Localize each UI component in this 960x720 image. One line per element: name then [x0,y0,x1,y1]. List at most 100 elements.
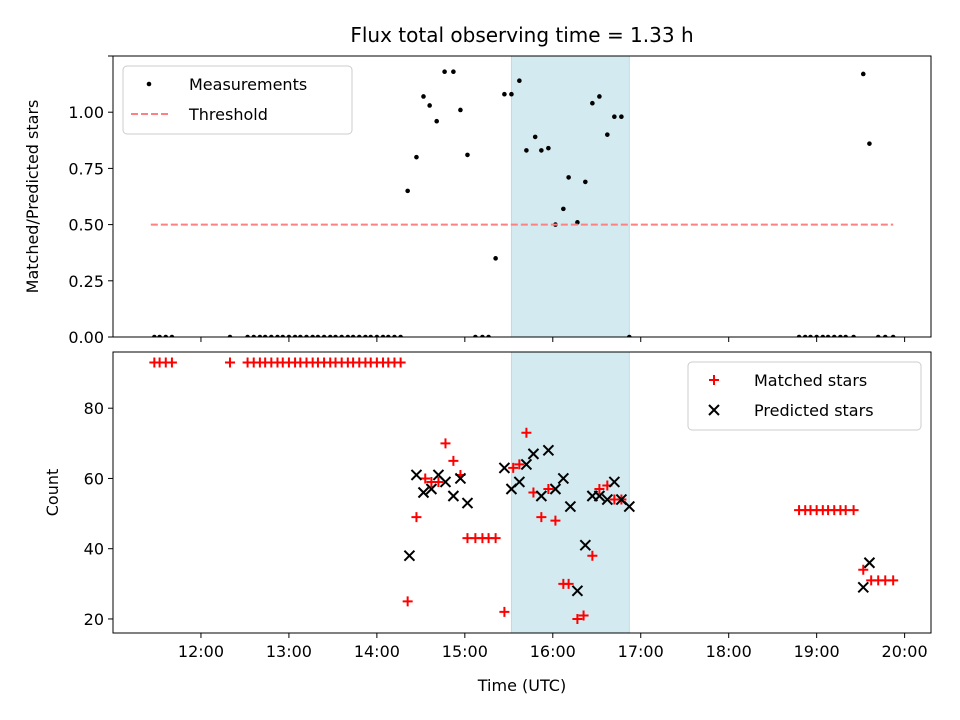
data-point [587,550,598,561]
data-point [593,490,606,502]
data-point [163,334,169,337]
data-point [521,427,532,438]
data-point [851,334,856,337]
y-tick-label: 20 [84,610,104,629]
data-point [433,476,444,487]
data-point [304,334,309,337]
data-point [536,512,547,523]
data-point [888,575,899,586]
legend-handle [708,404,720,416]
data-point [442,69,447,75]
data-point [499,606,510,617]
data-point [550,515,561,526]
data-point [890,334,896,337]
data-point [542,444,555,457]
data-point [473,334,478,337]
data-point [451,69,456,75]
y-tick-label: 40 [84,540,104,559]
x-tick-label: 19:00 [794,642,840,661]
data-point [601,493,614,506]
data-point [597,94,602,99]
data-point [327,334,333,337]
series-measurements [152,69,896,337]
data-point [333,334,338,337]
data-point [882,334,888,337]
ratio-panel: 0.00 0.25 0.50 0.75 1.00 Matched/Predicted st… [23,55,932,347]
data-point [292,334,298,337]
data-point [561,206,566,212]
x-tick-label: 18:00 [706,642,752,661]
data-point [520,458,533,471]
x-tick-label: 13:00 [266,642,312,661]
data-point [448,455,459,466]
series-predicted-stars [403,444,876,597]
data-point [403,550,416,562]
data-point [280,334,286,337]
data-point [152,334,157,337]
data-point [583,179,588,185]
data-point [321,334,327,337]
data-point [867,141,872,146]
data-point [831,334,837,337]
data-point [509,91,514,97]
data-point [575,220,580,225]
data-point [863,557,876,569]
data-point [594,483,605,494]
data-point [796,334,802,337]
data-point [857,581,869,594]
data-point [539,148,544,153]
data-point [590,100,595,106]
y-axis-label: Count [43,469,62,517]
data-point [875,334,881,337]
data-point [860,71,866,77]
data-point [315,334,321,337]
data-point [513,476,526,488]
data-point [623,500,636,513]
data-point [157,334,162,337]
x-tick-label: 20:00 [882,642,928,661]
x-tick-label: 14:00 [354,642,400,661]
data-point [421,94,426,99]
data-point [374,334,380,337]
data-point [275,334,280,337]
legend-label: Threshold [188,105,268,124]
y-tick-label: 0.50 [68,216,104,235]
x-tick-label: 16:00 [530,642,576,661]
data-point [169,334,175,337]
data-point [627,334,632,337]
y-tick-label: 1.00 [68,103,104,122]
data-point [420,473,431,484]
data-point [286,334,292,337]
x-axis-label: Time (UTC) [477,676,566,695]
data-point [608,476,621,488]
data-point [350,334,356,337]
count-panel: 20 40 60 80 12:00 13:00 14:00 15:00 16:00 17:00 18… [43,351,932,695]
shaded-span [510,55,630,338]
y-tick-label: 80 [84,399,104,418]
legend: Matched stars Predicted stars [687,361,922,431]
data-point [269,334,274,337]
data-point [368,334,374,337]
data-point [386,334,391,337]
data-point [363,334,368,337]
x-tick-label: 17:00 [618,642,664,661]
data-point [339,334,344,337]
data-point [808,334,813,337]
series-group [149,357,899,624]
data-point [298,334,303,337]
data-point [546,145,551,151]
data-point [508,462,519,473]
data-point [605,132,610,137]
series-matched-stars [149,357,899,624]
data-point [579,539,592,551]
data-point [848,505,859,516]
legend-label: Predicted stars [754,401,874,420]
legend: Measurements Threshold [122,65,353,135]
data-point [838,334,843,337]
data-point [356,334,362,337]
data-point [398,334,403,337]
data-point [227,334,233,337]
data-point [572,613,583,624]
legend-label: Measurements [189,75,307,94]
axes-frame [112,351,932,634]
